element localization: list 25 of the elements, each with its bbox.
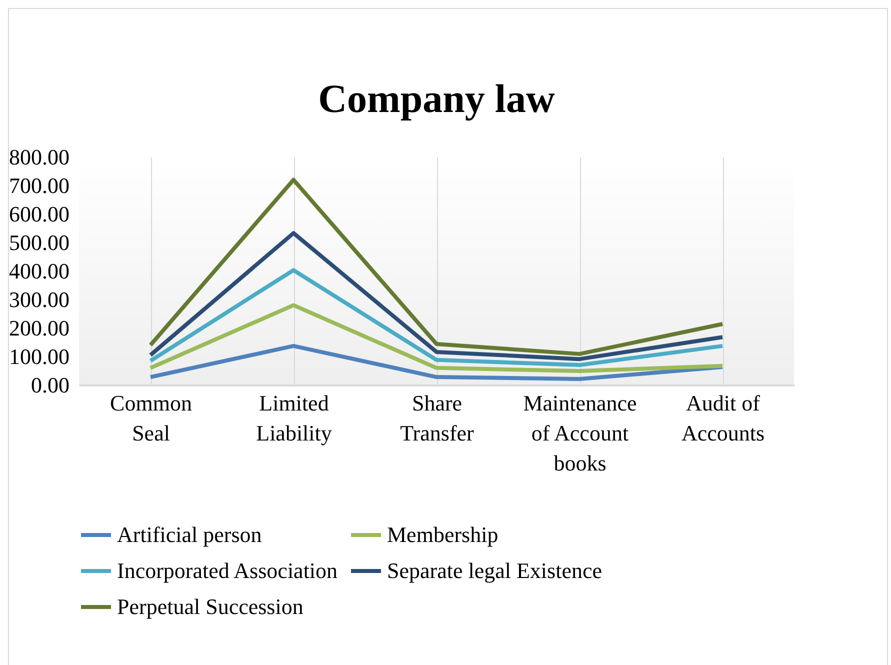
x-tick-label: Maintenance of Account books [523, 390, 637, 476]
legend-label: Perpetual Succession [117, 594, 304, 619]
line-series [148, 231, 724, 362]
y-tick-label: 400.00 [9, 258, 70, 284]
legend-label: Membership [387, 522, 498, 547]
y-tick-label: 800.00 [9, 144, 70, 170]
line-series [148, 303, 724, 374]
y-tick-label: 300.00 [9, 287, 70, 312]
x-tick-label: Limited Liability [256, 390, 332, 446]
y-tick-label: 0.00 [31, 372, 70, 398]
x-tick-label: Share Transfer [400, 390, 475, 446]
y-tick-label: 100.00 [9, 344, 70, 369]
line-series [148, 268, 724, 368]
line-series [148, 344, 724, 382]
chart-title: Company law [318, 76, 555, 121]
y-tick-label: 700.00 [9, 173, 70, 198]
line-series [148, 178, 724, 356]
y-tick-label: 500.00 [9, 230, 70, 255]
x-tick-label: Common Seal [110, 390, 192, 446]
y-tick-label: 200.00 [9, 316, 70, 340]
y-tick-label: 600.00 [9, 202, 70, 226]
legend-label: Artificial person [117, 522, 262, 547]
legend-label: Incorporated Association [117, 558, 338, 583]
x-tick-label: Audit of Accounts [681, 390, 765, 446]
legend-label: Separate legal Existence [387, 558, 602, 583]
